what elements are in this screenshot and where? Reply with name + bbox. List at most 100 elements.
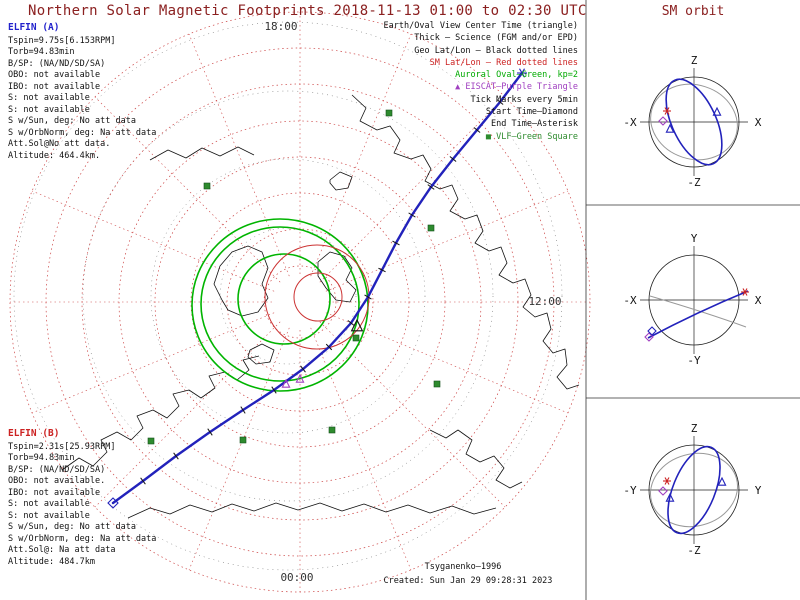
legend-line: Att.Sol@No att data. [8,139,111,149]
sm-grid-radial [94,321,281,508]
trajectory-tick [300,365,306,373]
vlf-square-marker [203,182,211,190]
elfin-a-legend: ELFIN (A) Tspin=9.75s[6.153RPM] Torb=94.8… [8,22,156,162]
panel-orbit-track [667,445,721,535]
legend-line: Auroral Oval—Green, kp=2 [455,70,578,81]
legend-line: IBO: not available [8,487,101,498]
legend-line: Torb=94.83min [8,47,75,57]
diamond-marker [658,116,668,126]
triangle-marker [295,373,305,383]
panel-orbit-track [665,78,723,166]
panel-earth-circle [648,76,740,168]
panel-orbit-track [649,452,739,528]
sm-grid-circle [118,120,482,484]
trajectory-tick [427,184,435,190]
trajectory-elfin [111,71,524,505]
legend-line: S: not available [8,499,90,509]
legend-line: SM Lat/Lon — Red dotted lines [429,57,578,68]
elfin-a-lines: Tspin=9.75s[6.153RPM] Torb=94.83min B/SP: … [8,36,156,163]
diamond-marker [644,332,654,342]
coastline [429,429,523,489]
vlf-square-marker [433,380,441,388]
trajectory-tick [392,240,400,246]
coastline [149,146,255,161]
geo-grid-circle [150,158,426,434]
legend-line: S w/OrbNorm, deg: Na att data [8,127,157,138]
triangle-marker [717,476,727,486]
sm-grid-radial [310,327,412,571]
legend-line: Altitude: 484.7km [8,556,95,567]
sm-grid-radial [31,190,275,292]
sm-oval [293,272,343,322]
asterisk-marker [742,288,748,296]
trajectory-tick [364,294,372,300]
panel-earth-circle [648,254,740,346]
vlf-square-marker [385,109,393,117]
panel-axis-label: X [755,116,762,129]
trajectory-tick [378,267,386,273]
sm-grid-circle [263,265,337,339]
geo-grid-circle [82,90,494,502]
legend-line: Thick — Science (FGM and/or EPD) [414,33,578,44]
trajectory-tick [408,212,416,218]
panel-axis-label: Y [691,232,698,245]
elfin-b-lines: Tspin=2.31s[25.93RPM] Torb=94.83min B/SP: … [8,442,156,569]
trajectory-tick [325,343,333,351]
map-legend: Earth/Oval View Center Time (triangle) Th… [350,20,578,143]
legend-line: End Time—Asterisk [491,119,578,130]
triangle-marker [281,378,291,388]
panel-axis-label: Y [755,484,762,497]
trajectory-tick [271,386,277,394]
vlf-square-marker [352,334,360,342]
sm-grid-radial [310,33,412,277]
sm-grid-radial [325,190,569,292]
legend-line: Torb=94.83min [8,453,75,463]
panel-orbit-track [650,83,738,161]
legend-line: Tspin=9.75s[6.153RPM] [8,35,116,46]
trajectory-tick [173,452,179,460]
legend-line: S w/Sun, deg: No att data [8,116,136,126]
legend-line: S w/Sun, deg: No att data [8,522,136,532]
legend-line: Start Time—Diamond [485,107,578,118]
created-label: Created: Sun Jan 29 09:28:31 2023 [383,576,553,586]
page-title: Northern Solar Magnetic Footprints 2018-… [28,3,587,19]
panel-orbit-track [649,295,747,328]
asterisk-marker [664,107,670,115]
sm-grid-radial [188,33,290,277]
vlf-square-marker [239,436,247,444]
trajectory-tick [240,406,246,414]
coastline [329,171,353,191]
trajectory-tick [347,320,355,326]
auroral-oval [191,218,369,392]
geo-grid-circle [13,21,563,571]
coastline [317,251,357,303]
asterisk-marker [519,68,525,78]
legend-line: Altitude: 464.4km. [8,150,101,161]
legend-line: IBO: not available [8,81,101,92]
elfin-b-name: ELFIN (B) [8,428,60,439]
diamond-marker [658,486,668,496]
legend-line: S w/OrbNorm, deg: Na att data [8,533,157,544]
triangle-marker [665,123,675,133]
panel-earth-circle [648,444,740,536]
coastline [351,94,580,390]
legend-line: Geo Lat/Lon — Black dotted lines [414,45,578,56]
panel-axis-label: -X [623,294,637,307]
diamond-marker [107,497,119,509]
panel-orbit-track [647,290,749,339]
clock-label: 00:00 [280,571,313,584]
trajectory-tick [496,99,504,105]
auroral-oval [237,253,331,345]
panel-axis-label: -Z [687,176,701,189]
clock-label: 18:00 [264,20,297,33]
legend-line: Att.Sol@: Na att data [8,545,116,555]
legend-line: Earth/Oval View Center Time (triangle) [383,21,578,31]
vlf-square-marker [147,437,155,445]
legend-line: S: not available [8,510,90,521]
sm-orbit-title: SM orbit [661,4,725,19]
triangle-marker [665,492,675,502]
legend-line: S: not available [8,104,90,115]
legend-line: OBO: not available [8,70,101,80]
